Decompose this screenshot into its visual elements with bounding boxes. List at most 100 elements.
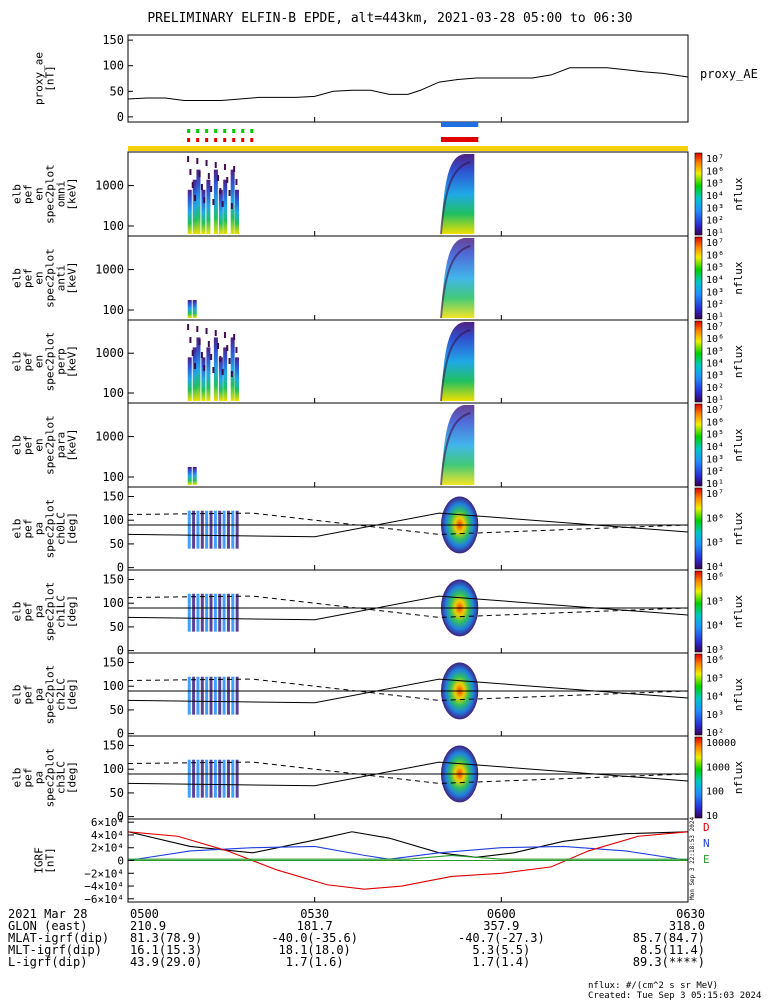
spectrogram-3 bbox=[187, 322, 475, 402]
igrf-green-line bbox=[128, 854, 688, 860]
pa-streak bbox=[213, 510, 217, 549]
colorbar-tick: 10¹ bbox=[706, 479, 724, 490]
pa-streak bbox=[209, 759, 213, 798]
pa-streak bbox=[235, 759, 239, 798]
pa-streak bbox=[222, 676, 226, 715]
panel-frame-2 bbox=[127, 235, 689, 321]
spectrogram-4 bbox=[187, 405, 475, 486]
ylabel-word: en bbox=[33, 187, 46, 200]
spectrogram-speck bbox=[223, 164, 226, 170]
footer-value: -40.7(-27.3) bbox=[458, 931, 545, 945]
colorbar-tick: 10⁴ bbox=[706, 442, 724, 453]
ytick-label: 100 bbox=[102, 596, 124, 610]
colorbar-tick: 10² bbox=[706, 728, 724, 739]
spectrogram-streak bbox=[213, 169, 218, 234]
spectrogram-speck bbox=[235, 179, 238, 185]
anti-loss-cone-line bbox=[127, 512, 689, 535]
colorbar-6: 10⁶ 10⁵ 10⁴ 10³ nflux bbox=[694, 570, 745, 656]
colorbar-bar bbox=[694, 236, 703, 320]
ylabel-word: spec2plot bbox=[44, 248, 57, 308]
colorbar-tick: 10² bbox=[706, 467, 724, 478]
ytick-label: −4×10⁴ bbox=[84, 880, 124, 893]
spectrogram-streak bbox=[187, 189, 192, 234]
pa-streak bbox=[196, 593, 200, 632]
pa-streak bbox=[192, 510, 196, 549]
pa-streak bbox=[205, 676, 209, 715]
ytick-label: 150 bbox=[102, 489, 124, 503]
spectrogram-speck bbox=[214, 330, 217, 336]
spectrogram-streak bbox=[218, 357, 223, 401]
pa-streak bbox=[226, 759, 230, 798]
ytick-label: 0 bbox=[117, 561, 124, 575]
red-bar bbox=[440, 137, 479, 142]
footer-label: L-igrf(dip) bbox=[8, 955, 87, 969]
pa-streak bbox=[235, 593, 239, 632]
spectrogram-speck bbox=[207, 341, 210, 347]
colorbar-label: nflux bbox=[732, 678, 745, 711]
ylabel-word: [keV] bbox=[66, 261, 79, 294]
spectrogram-speck bbox=[200, 352, 203, 358]
spectrogram-speck bbox=[191, 182, 194, 188]
red-dash bbox=[214, 138, 218, 142]
spectrogram-speck bbox=[212, 367, 215, 373]
ylabel-word: pa bbox=[33, 688, 46, 701]
ytick-label: 2×10⁴ bbox=[91, 842, 124, 855]
ytick-label: 150 bbox=[102, 655, 124, 669]
colorbar-tick: 10⁴ bbox=[706, 275, 724, 286]
red-dash bbox=[196, 138, 200, 142]
colorbar-tick: 10³ bbox=[706, 454, 724, 465]
ytick-label: 1000 bbox=[95, 263, 124, 277]
proxy-ae-line bbox=[127, 67, 689, 102]
colorbar-tick: 10² bbox=[706, 383, 724, 394]
pitch-angle-8 bbox=[127, 745, 689, 803]
footer-value: -40.0(-35.6) bbox=[271, 931, 358, 945]
red-dash bbox=[241, 138, 245, 142]
footer-value: 43.9(29.0) bbox=[130, 955, 202, 969]
pa-streak bbox=[192, 759, 196, 798]
spectrogram-speck bbox=[191, 350, 194, 356]
colorbar-bar bbox=[694, 320, 703, 403]
pa-streak bbox=[196, 676, 200, 715]
colorbar-tick: 10¹ bbox=[706, 312, 724, 323]
ytick-label: 50 bbox=[110, 84, 124, 98]
spectrogram-streak bbox=[192, 300, 197, 318]
pa-streak bbox=[218, 759, 222, 798]
colorbar-tick: 10⁴ bbox=[706, 621, 724, 632]
chart-title: PRELIMINARY ELFIN-B EPDE, alt=443km, 202… bbox=[147, 11, 632, 26]
ytick-label: 1000 bbox=[95, 430, 124, 444]
spectrogram-speck bbox=[221, 201, 224, 207]
ylabel-word: ch3LC bbox=[55, 761, 68, 794]
panel-frame-0 bbox=[127, 34, 689, 123]
ylabel-word: en bbox=[33, 271, 46, 284]
colorbar-tick: 10³ bbox=[706, 710, 724, 721]
pa-streak bbox=[231, 759, 235, 798]
ytick-label: 100 bbox=[102, 219, 124, 233]
green-dash bbox=[250, 129, 254, 133]
spectrogram-speck bbox=[233, 334, 236, 340]
ylabel-word: pef bbox=[22, 435, 35, 455]
ylabel-word: pef bbox=[22, 685, 35, 705]
ytick-label: 100 bbox=[102, 59, 124, 73]
spectrogram-speck bbox=[189, 169, 192, 175]
colorbar-tick: 10⁶ bbox=[706, 334, 724, 345]
spectrogram-speck bbox=[212, 199, 215, 205]
igrf-legend-N: N bbox=[703, 837, 710, 850]
spectrogram-speck bbox=[228, 190, 231, 196]
ytick-label: 0 bbox=[117, 644, 124, 658]
ylabel-word: [nT] bbox=[44, 847, 57, 874]
ylabel-word: [keV] bbox=[66, 345, 79, 378]
colorbar-label: nflux bbox=[732, 261, 745, 294]
colorbar-label: nflux bbox=[732, 345, 745, 378]
colorbar-label: nflux bbox=[732, 428, 745, 461]
proxy-ae-legend: proxy_AE bbox=[700, 67, 758, 81]
colorbar-tick: 10⁷ bbox=[706, 154, 724, 165]
pa-streak bbox=[222, 759, 226, 798]
ylabel-word: en bbox=[33, 438, 46, 451]
ylabel-word: anti bbox=[55, 265, 68, 292]
colorbar-5: 10⁷ 10⁶ 10⁵ 10⁴ nflux bbox=[694, 487, 745, 573]
spectrogram-streak bbox=[223, 179, 228, 234]
